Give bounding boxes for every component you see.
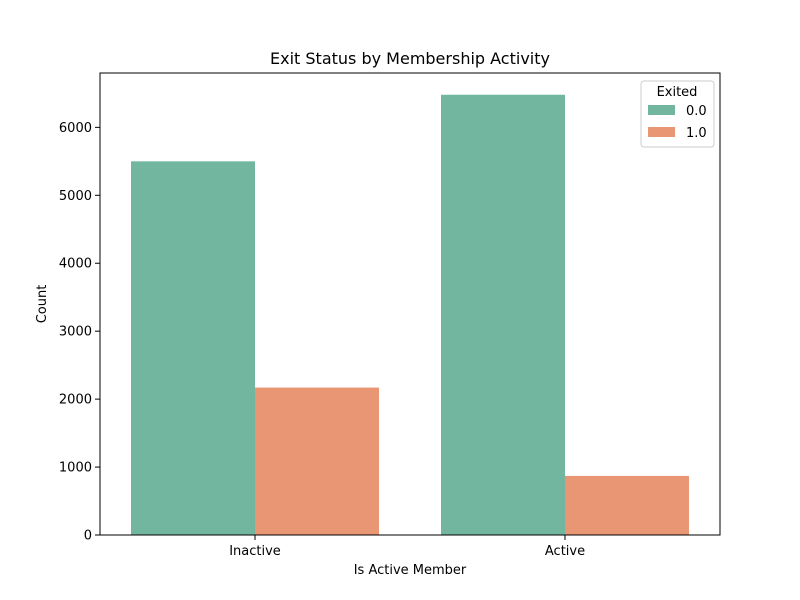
legend-swatch-1	[648, 127, 675, 137]
y-tick-label: 3000	[59, 325, 92, 340]
legend-label-1: 1.0	[686, 126, 707, 141]
legend-title: Exited	[657, 85, 698, 100]
bar-inactive-series-0	[131, 161, 255, 535]
bar-active-series-0	[441, 94, 565, 535]
x-axis-label: Is Active Member	[354, 563, 467, 578]
bars-group	[131, 94, 689, 535]
x-tick-label-active: Active	[545, 544, 585, 559]
y-tick-label: 5000	[59, 189, 92, 204]
legend-label-0: 0.0	[686, 104, 707, 119]
y-tick-label: 0	[84, 529, 92, 544]
y-tick-label: 1000	[59, 461, 92, 476]
chart-title: Exit Status by Membership Activity	[270, 49, 550, 68]
y-axis-ticks: 0 1000 2000 3000 4000 5000 6000	[59, 121, 100, 544]
legend-swatch-0	[648, 105, 675, 115]
bar-active-series-1	[565, 475, 689, 535]
x-axis-ticks: Inactive Active	[229, 535, 585, 559]
y-tick-label: 4000	[59, 257, 92, 272]
y-axis-label: Count	[35, 285, 50, 324]
y-tick-label: 2000	[59, 393, 92, 408]
bar-inactive-series-1	[255, 387, 379, 535]
legend: Exited 0.0 1.0	[640, 80, 715, 148]
x-tick-label-inactive: Inactive	[229, 544, 281, 559]
plot-frame	[99, 72, 721, 536]
y-tick-label: 6000	[59, 121, 92, 136]
